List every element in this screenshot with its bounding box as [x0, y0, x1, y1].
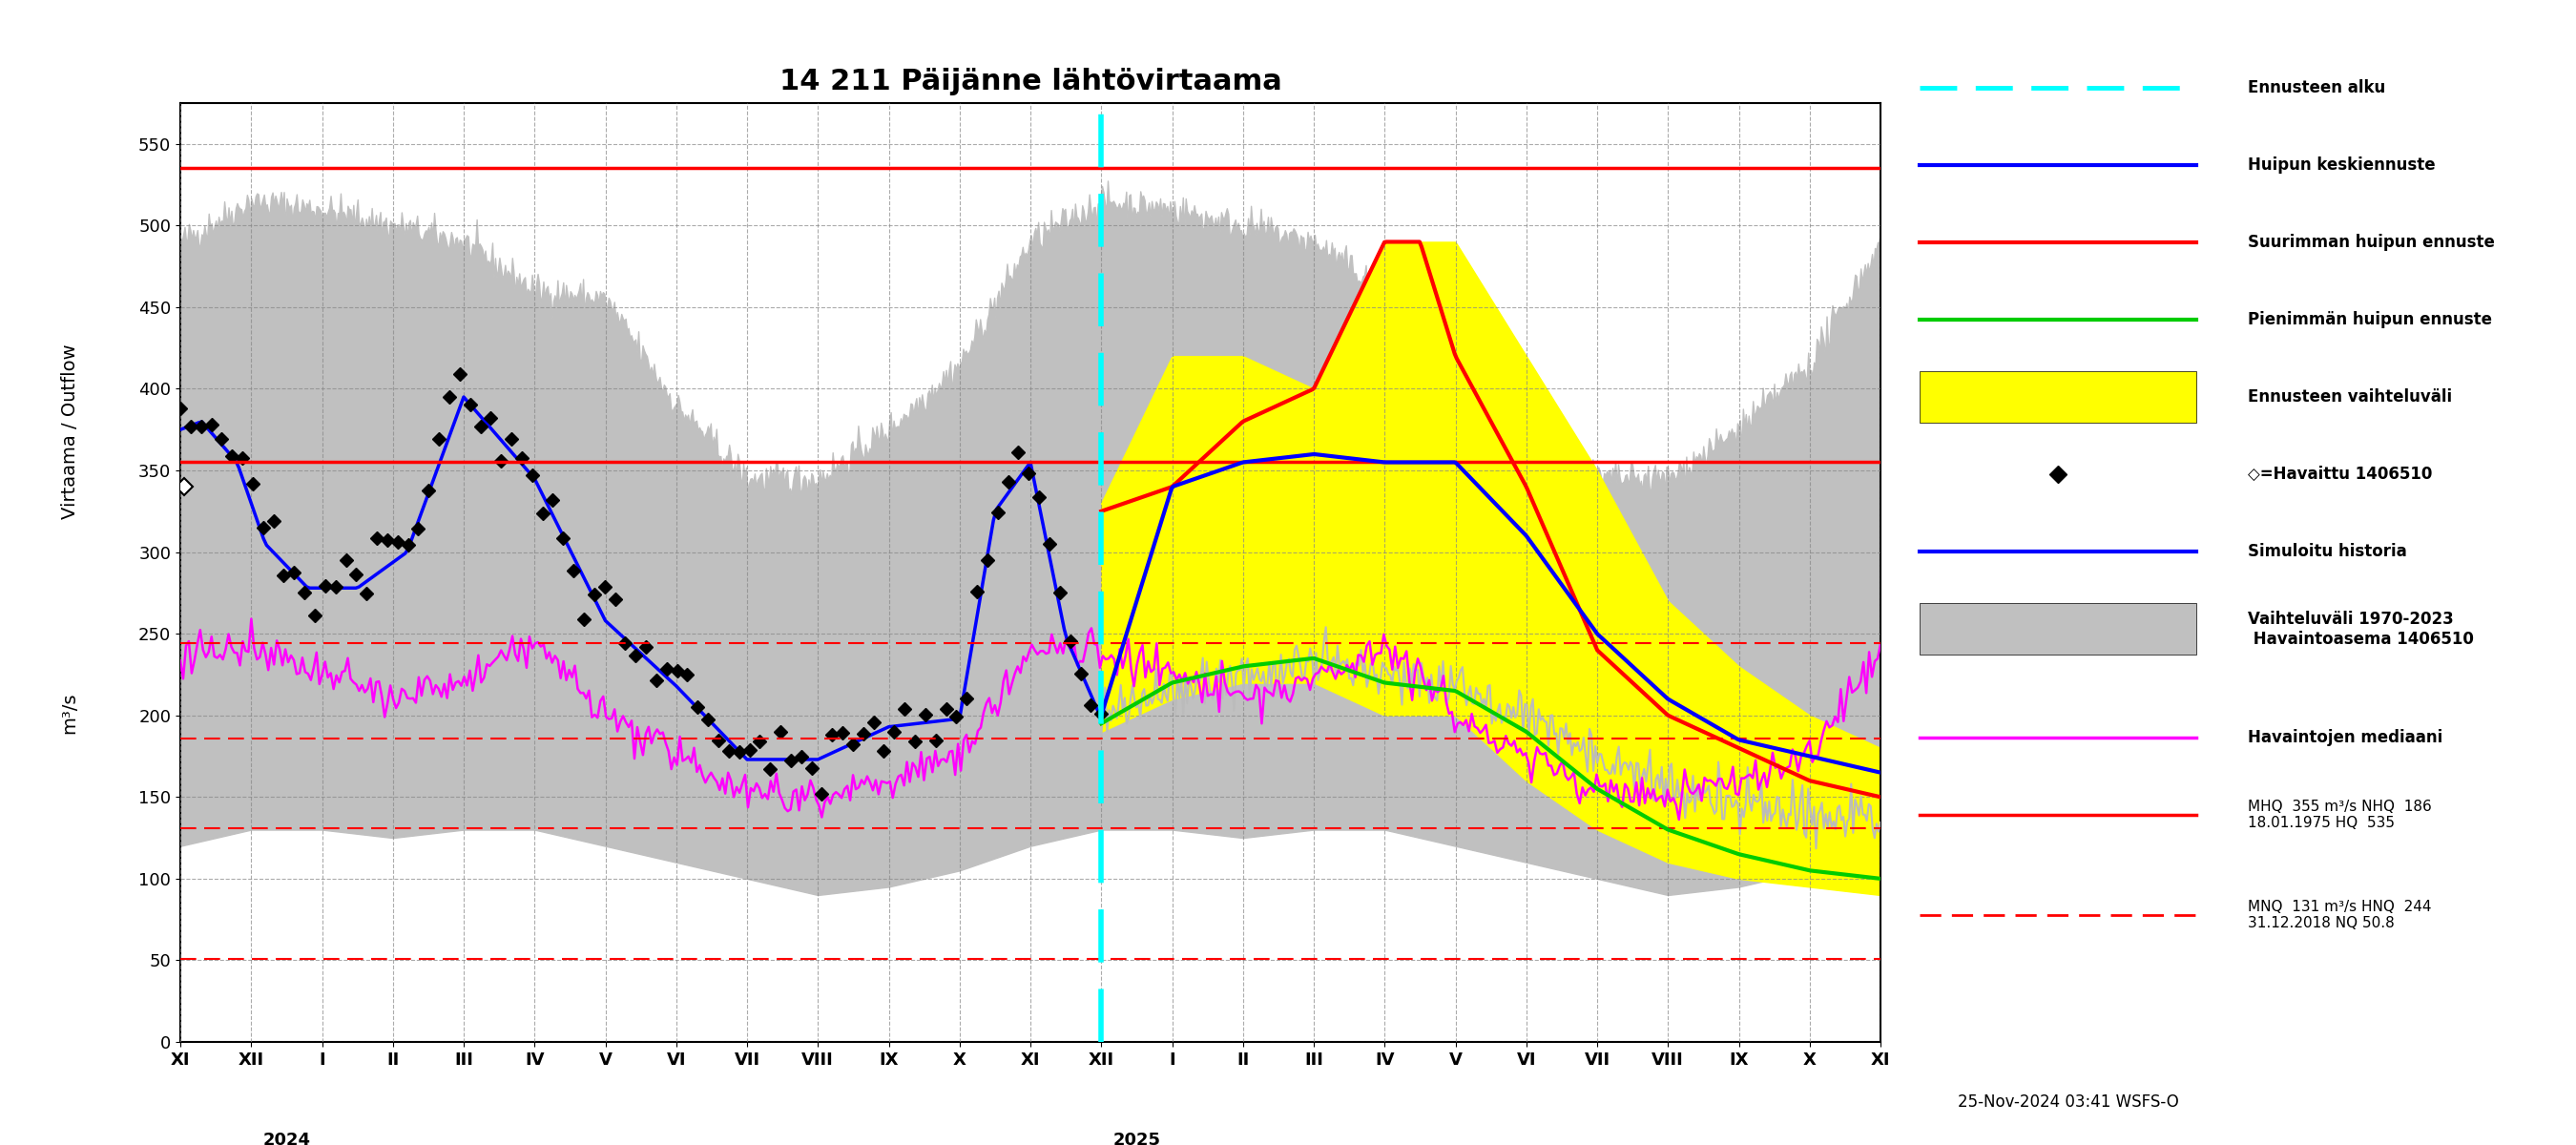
Text: m³/s: m³/s: [62, 693, 80, 734]
Text: Pienimmän huipun ennuste: Pienimmän huipun ennuste: [2246, 311, 2491, 329]
Text: Vaihteluväli 1970-2023
 Havaintoasema 1406510: Vaihteluväli 1970-2023 Havaintoasema 140…: [2246, 610, 2473, 648]
Text: MHQ  355 m³/s NHQ  186
18.01.1975 HQ  535: MHQ 355 m³/s NHQ 186 18.01.1975 HQ 535: [2246, 799, 2432, 830]
Text: MNQ  131 m³/s HNQ  244
31.12.2018 NQ 50.8: MNQ 131 m³/s HNQ 244 31.12.2018 NQ 50.8: [2246, 900, 2432, 931]
Text: Suurimman huipun ennuste: Suurimman huipun ennuste: [2246, 234, 2494, 251]
Text: ◇=Havaittu 1406510: ◇=Havaittu 1406510: [2246, 466, 2432, 483]
Text: Simuloitu historia: Simuloitu historia: [2246, 543, 2406, 560]
FancyBboxPatch shape: [1919, 603, 2195, 655]
FancyBboxPatch shape: [1919, 371, 2195, 423]
Text: Ennusteen vaihteluväli: Ennusteen vaihteluväli: [2246, 388, 2452, 405]
Text: Huipun keskiennuste: Huipun keskiennuste: [2246, 157, 2434, 174]
Text: Havaintojen mediaani: Havaintojen mediaani: [2246, 728, 2442, 745]
Text: 25-Nov-2024 03:41 WSFS-O: 25-Nov-2024 03:41 WSFS-O: [1958, 1093, 2179, 1111]
Text: Virtaama / Outflow: Virtaama / Outflow: [62, 344, 80, 520]
Text: 2024: 2024: [263, 1131, 312, 1145]
Title: 14 211 Päijänne lähtövirtaama: 14 211 Päijänne lähtövirtaama: [778, 68, 1283, 95]
Text: 2025: 2025: [1113, 1131, 1162, 1145]
Text: Ennusteen alku: Ennusteen alku: [2246, 80, 2385, 97]
